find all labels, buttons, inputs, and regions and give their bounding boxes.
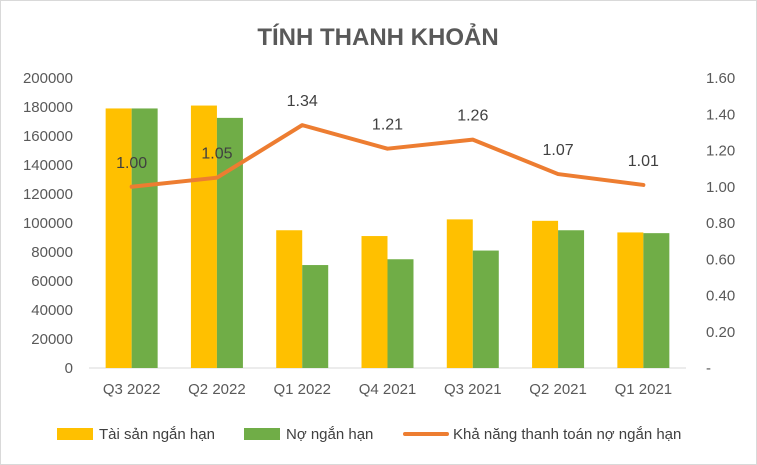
bar-no-ngan-han bbox=[558, 230, 585, 368]
left-tick-label: 20000 bbox=[31, 331, 73, 348]
right-tick-label: - bbox=[706, 360, 711, 377]
line-data-label: 1.34 bbox=[287, 93, 318, 110]
bar-no-ngan-han bbox=[643, 233, 670, 368]
left-tick-label: 60000 bbox=[31, 273, 73, 290]
bar-no-ngan-han bbox=[472, 250, 499, 368]
line-data-label: 1.21 bbox=[372, 117, 403, 134]
left-tick-label: 120000 bbox=[23, 186, 73, 203]
category-label: Q2 2021 bbox=[529, 381, 587, 398]
bar-tai-san-ngan-han bbox=[190, 105, 217, 369]
line-data-label: 1.07 bbox=[543, 142, 574, 159]
category-label: Q4 2021 bbox=[359, 381, 417, 398]
legend: Tài sản ngắn hạn Nợ ngắn hạn Khả năng than… bbox=[57, 426, 681, 443]
line-data-label: 1.01 bbox=[628, 153, 659, 170]
bar-no-ngan-han bbox=[302, 265, 329, 368]
left-tick-label: 80000 bbox=[31, 244, 73, 261]
right-tick-label: 1.60 bbox=[706, 70, 735, 87]
legend-swatch bbox=[57, 428, 93, 440]
left-tick-label: 0 bbox=[65, 360, 73, 377]
category-label: Q1 2021 bbox=[615, 381, 673, 398]
bar-tai-san-ngan-han bbox=[617, 232, 644, 368]
line-kha-nang-thanh-toan bbox=[129, 123, 646, 189]
bar-tai-san-ngan-han bbox=[361, 236, 388, 368]
right-tick-label: 0.20 bbox=[706, 324, 735, 341]
bar-series bbox=[105, 105, 670, 369]
right-tick-label: 1.20 bbox=[706, 143, 735, 160]
category-label: Q3 2021 bbox=[444, 381, 502, 398]
category-label: Q2 2022 bbox=[188, 381, 246, 398]
chart-title: TÍNH THANH KHOẢN bbox=[257, 22, 498, 51]
left-tick-label: 180000 bbox=[23, 99, 73, 116]
line-series bbox=[129, 123, 646, 189]
right-axis-ticks: - 0.20 0.40 0.60 0.80 1.00 1.20 1.40 1.60 bbox=[706, 70, 735, 377]
category-label: Q1 2022 bbox=[273, 381, 331, 398]
legend-label: Khả năng thanh toán nợ ngắn hạn bbox=[453, 426, 681, 443]
bar-tai-san-ngan-han bbox=[276, 230, 303, 368]
right-tick-label: 0.60 bbox=[706, 251, 735, 268]
line-data-label: 1.26 bbox=[457, 108, 488, 125]
bar-tai-san-ngan-han bbox=[446, 219, 473, 368]
left-tick-label: 100000 bbox=[23, 215, 73, 232]
right-tick-label: 1.00 bbox=[706, 179, 735, 196]
right-tick-label: 1.40 bbox=[706, 106, 735, 123]
left-tick-label: 200000 bbox=[23, 70, 73, 87]
left-tick-label: 40000 bbox=[31, 302, 73, 319]
line-data-label: 1.05 bbox=[201, 146, 232, 163]
category-label: Q3 2022 bbox=[103, 381, 161, 398]
left-tick-label: 140000 bbox=[23, 157, 73, 174]
bar-tai-san-ngan-han bbox=[532, 220, 559, 368]
right-tick-label: 0.40 bbox=[706, 288, 735, 305]
category-axis-labels: Q3 2022 Q2 2022 Q1 2022 Q4 2021 Q3 2021 Q2 20… bbox=[103, 381, 672, 398]
bar-no-ngan-han bbox=[131, 108, 158, 368]
line-data-label: 1.00 bbox=[116, 155, 147, 172]
right-tick-label: 0.80 bbox=[706, 215, 735, 232]
bar-tai-san-ngan-han bbox=[105, 108, 132, 368]
left-tick-label: 160000 bbox=[23, 128, 73, 145]
bar-no-ngan-han bbox=[216, 117, 243, 368]
bar-no-ngan-han bbox=[387, 259, 414, 368]
legend-swatch bbox=[244, 428, 280, 440]
line-data-labels: 1.00 1.05 1.34 1.21 1.26 1.07 1.01 bbox=[116, 93, 659, 172]
left-axis-ticks: 0 20000 40000 60000 80000 100000 120000 140000 1… bbox=[23, 70, 73, 377]
legend-label: Nợ ngắn hạn bbox=[286, 426, 373, 443]
legend-label: Tài sản ngắn hạn bbox=[99, 426, 215, 443]
